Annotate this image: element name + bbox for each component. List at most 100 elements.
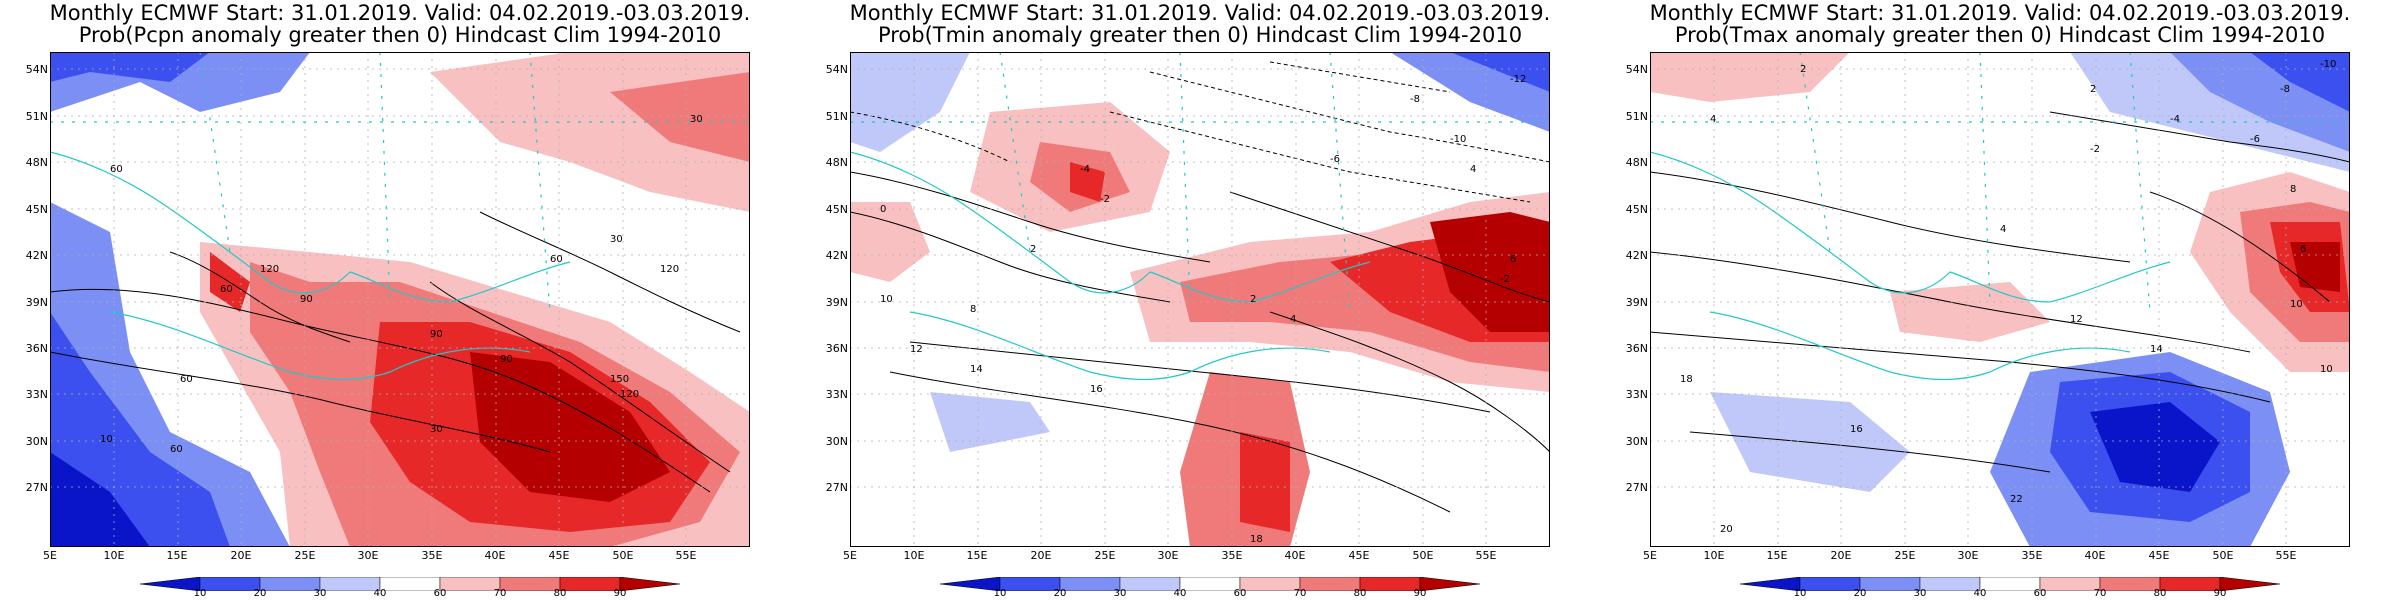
contour-label: 90 bbox=[300, 294, 313, 305]
contour-label: 60 bbox=[550, 254, 563, 265]
colorbar-label: 60 bbox=[433, 588, 447, 599]
lat-label: 51N bbox=[825, 110, 848, 123]
colorbar bbox=[939, 576, 1481, 592]
lat-label: 39N bbox=[25, 296, 48, 309]
colorbar-label: 90 bbox=[1413, 588, 1427, 599]
contour-label: 120 bbox=[260, 264, 279, 275]
lat-label: 51N bbox=[25, 110, 48, 123]
contour-label: 8 bbox=[2290, 184, 2296, 195]
lon-label: 30E bbox=[357, 549, 379, 562]
lat-label: 27N bbox=[25, 481, 48, 494]
panel-title-line1: Monthly ECMWF Start: 31.01.2019. Valid: … bbox=[49, 1, 751, 25]
contour-label: 22 bbox=[2010, 494, 2023, 505]
lat-label: 30N bbox=[825, 435, 848, 448]
lat-label: 33N bbox=[25, 388, 48, 401]
lat-label: 42N bbox=[825, 249, 848, 262]
contour-label: -6 bbox=[1330, 154, 1340, 165]
lon-label: 35E bbox=[1221, 549, 1243, 562]
colorbar-label: 30 bbox=[313, 588, 327, 599]
panel-title-line1: Monthly ECMWF Start: 31.01.2019. Valid: … bbox=[849, 1, 1551, 25]
lat-label: 30N bbox=[25, 435, 48, 448]
colorbar-label: 90 bbox=[2213, 588, 2227, 599]
contour-label: 12 bbox=[2070, 314, 2083, 325]
lon-label: 5E bbox=[43, 549, 57, 562]
colorbar-label: 80 bbox=[2153, 588, 2167, 599]
lon-label: 25E bbox=[1894, 549, 1916, 562]
colorbar-label: 40 bbox=[1173, 588, 1187, 599]
lat-label: 45N bbox=[825, 203, 848, 216]
lat-label: 45N bbox=[1625, 203, 1648, 216]
lon-label: 10E bbox=[903, 549, 925, 562]
lon-label: 45E bbox=[1348, 549, 1370, 562]
contour-label: 8 bbox=[970, 304, 976, 315]
lat-label: 39N bbox=[825, 296, 848, 309]
lon-label: 55E bbox=[1475, 549, 1497, 562]
contour-label: 60 bbox=[220, 284, 233, 295]
lon-label: 20E bbox=[230, 549, 252, 562]
contour-label: -6 bbox=[2250, 134, 2260, 145]
contour-label: 60 bbox=[180, 374, 193, 385]
lon-label: 55E bbox=[675, 549, 697, 562]
contour-label: 90 bbox=[430, 329, 443, 340]
lon-label: 55E bbox=[2275, 549, 2297, 562]
contour-label: 30 bbox=[430, 424, 443, 435]
lon-label: 45E bbox=[548, 549, 570, 562]
panel-title-line1: Monthly ECMWF Start: 31.01.2019. Valid: … bbox=[1649, 1, 2351, 25]
contour-label: 16 bbox=[1090, 384, 1103, 395]
lon-label: 15E bbox=[1766, 549, 1788, 562]
lat-label: 36N bbox=[1625, 342, 1648, 355]
lon-label: 35E bbox=[2021, 549, 2043, 562]
contour-label: 30 bbox=[610, 234, 623, 245]
contour-label: -4 bbox=[2170, 114, 2180, 125]
contour-label: 20 bbox=[1720, 524, 1733, 535]
panel-tmax: Monthly ECMWF Start: 31.01.2019. Valid: … bbox=[1600, 0, 2400, 600]
colorbar-label: 70 bbox=[2093, 588, 2107, 599]
contour-label: 10 bbox=[2290, 299, 2303, 310]
panel-tmin: Monthly ECMWF Start: 31.01.2019. Valid: … bbox=[800, 0, 1600, 600]
contour-label: -2 bbox=[1500, 274, 1510, 285]
lon-label: 40E bbox=[484, 549, 506, 562]
lat-label: 54N bbox=[1625, 63, 1648, 76]
colorbar-label: 70 bbox=[1293, 588, 1307, 599]
colorbar-label: 70 bbox=[493, 588, 507, 599]
colorbar-label: 90 bbox=[613, 588, 627, 599]
panel-title-line2: Prob(Pcpn anomaly greater then 0) Hindca… bbox=[78, 23, 722, 47]
contour-label: -10 bbox=[2320, 59, 2336, 70]
contour-label: 4 bbox=[1710, 114, 1716, 125]
contour-label: 14 bbox=[2150, 344, 2163, 355]
contour-label: -8 bbox=[2280, 84, 2290, 95]
contour-label: -4 bbox=[1080, 164, 1090, 175]
lon-label: 20E bbox=[1030, 549, 1052, 562]
lat-label: 33N bbox=[825, 388, 848, 401]
colorbar bbox=[1739, 576, 2281, 592]
colorbar-label: 80 bbox=[1353, 588, 1367, 599]
lon-label: 10E bbox=[103, 549, 125, 562]
panel-title-line2: Prob(Tmin anomaly greater then 0) Hindca… bbox=[877, 23, 1523, 47]
probability-map: -10 -8 -6 -4 -2 2 4 6 8 10 12 14 16 18 2… bbox=[1650, 52, 2350, 547]
contour-label: 120 bbox=[660, 264, 679, 275]
lat-label: 42N bbox=[25, 249, 48, 262]
colorbar-label: 20 bbox=[1853, 588, 1867, 599]
probability-map: -12 -8 -10 -6 -4 -2 0 2 4 6 8 10 12 14 1… bbox=[850, 52, 1550, 547]
lon-label: 50E bbox=[1412, 549, 1434, 562]
contour-label: 2 bbox=[1030, 244, 1036, 255]
contour-label: 0 bbox=[880, 204, 886, 215]
lat-label: 36N bbox=[825, 342, 848, 355]
lat-label: 36N bbox=[25, 342, 48, 355]
colorbar-label: 20 bbox=[253, 588, 267, 599]
lat-label: 48N bbox=[825, 156, 848, 169]
contour-label: 4 bbox=[2000, 224, 2006, 235]
contour-label: -8 bbox=[1410, 94, 1420, 105]
contour-label: 120 bbox=[620, 389, 639, 400]
panel-title-line2: Prob(Tmax anomaly greater then 0) Hindca… bbox=[1674, 23, 2326, 47]
contour-label: 14 bbox=[970, 364, 983, 375]
lat-label: 30N bbox=[1625, 435, 1648, 448]
lon-label: 30E bbox=[1957, 549, 1979, 562]
lon-label: 25E bbox=[294, 549, 316, 562]
contour-label: -2 bbox=[1100, 194, 1110, 205]
lon-label: 50E bbox=[612, 549, 634, 562]
colorbar-label: 40 bbox=[373, 588, 387, 599]
colorbar bbox=[139, 576, 681, 592]
lat-label: 39N bbox=[1625, 296, 1648, 309]
colorbar-label: 20 bbox=[1053, 588, 1067, 599]
